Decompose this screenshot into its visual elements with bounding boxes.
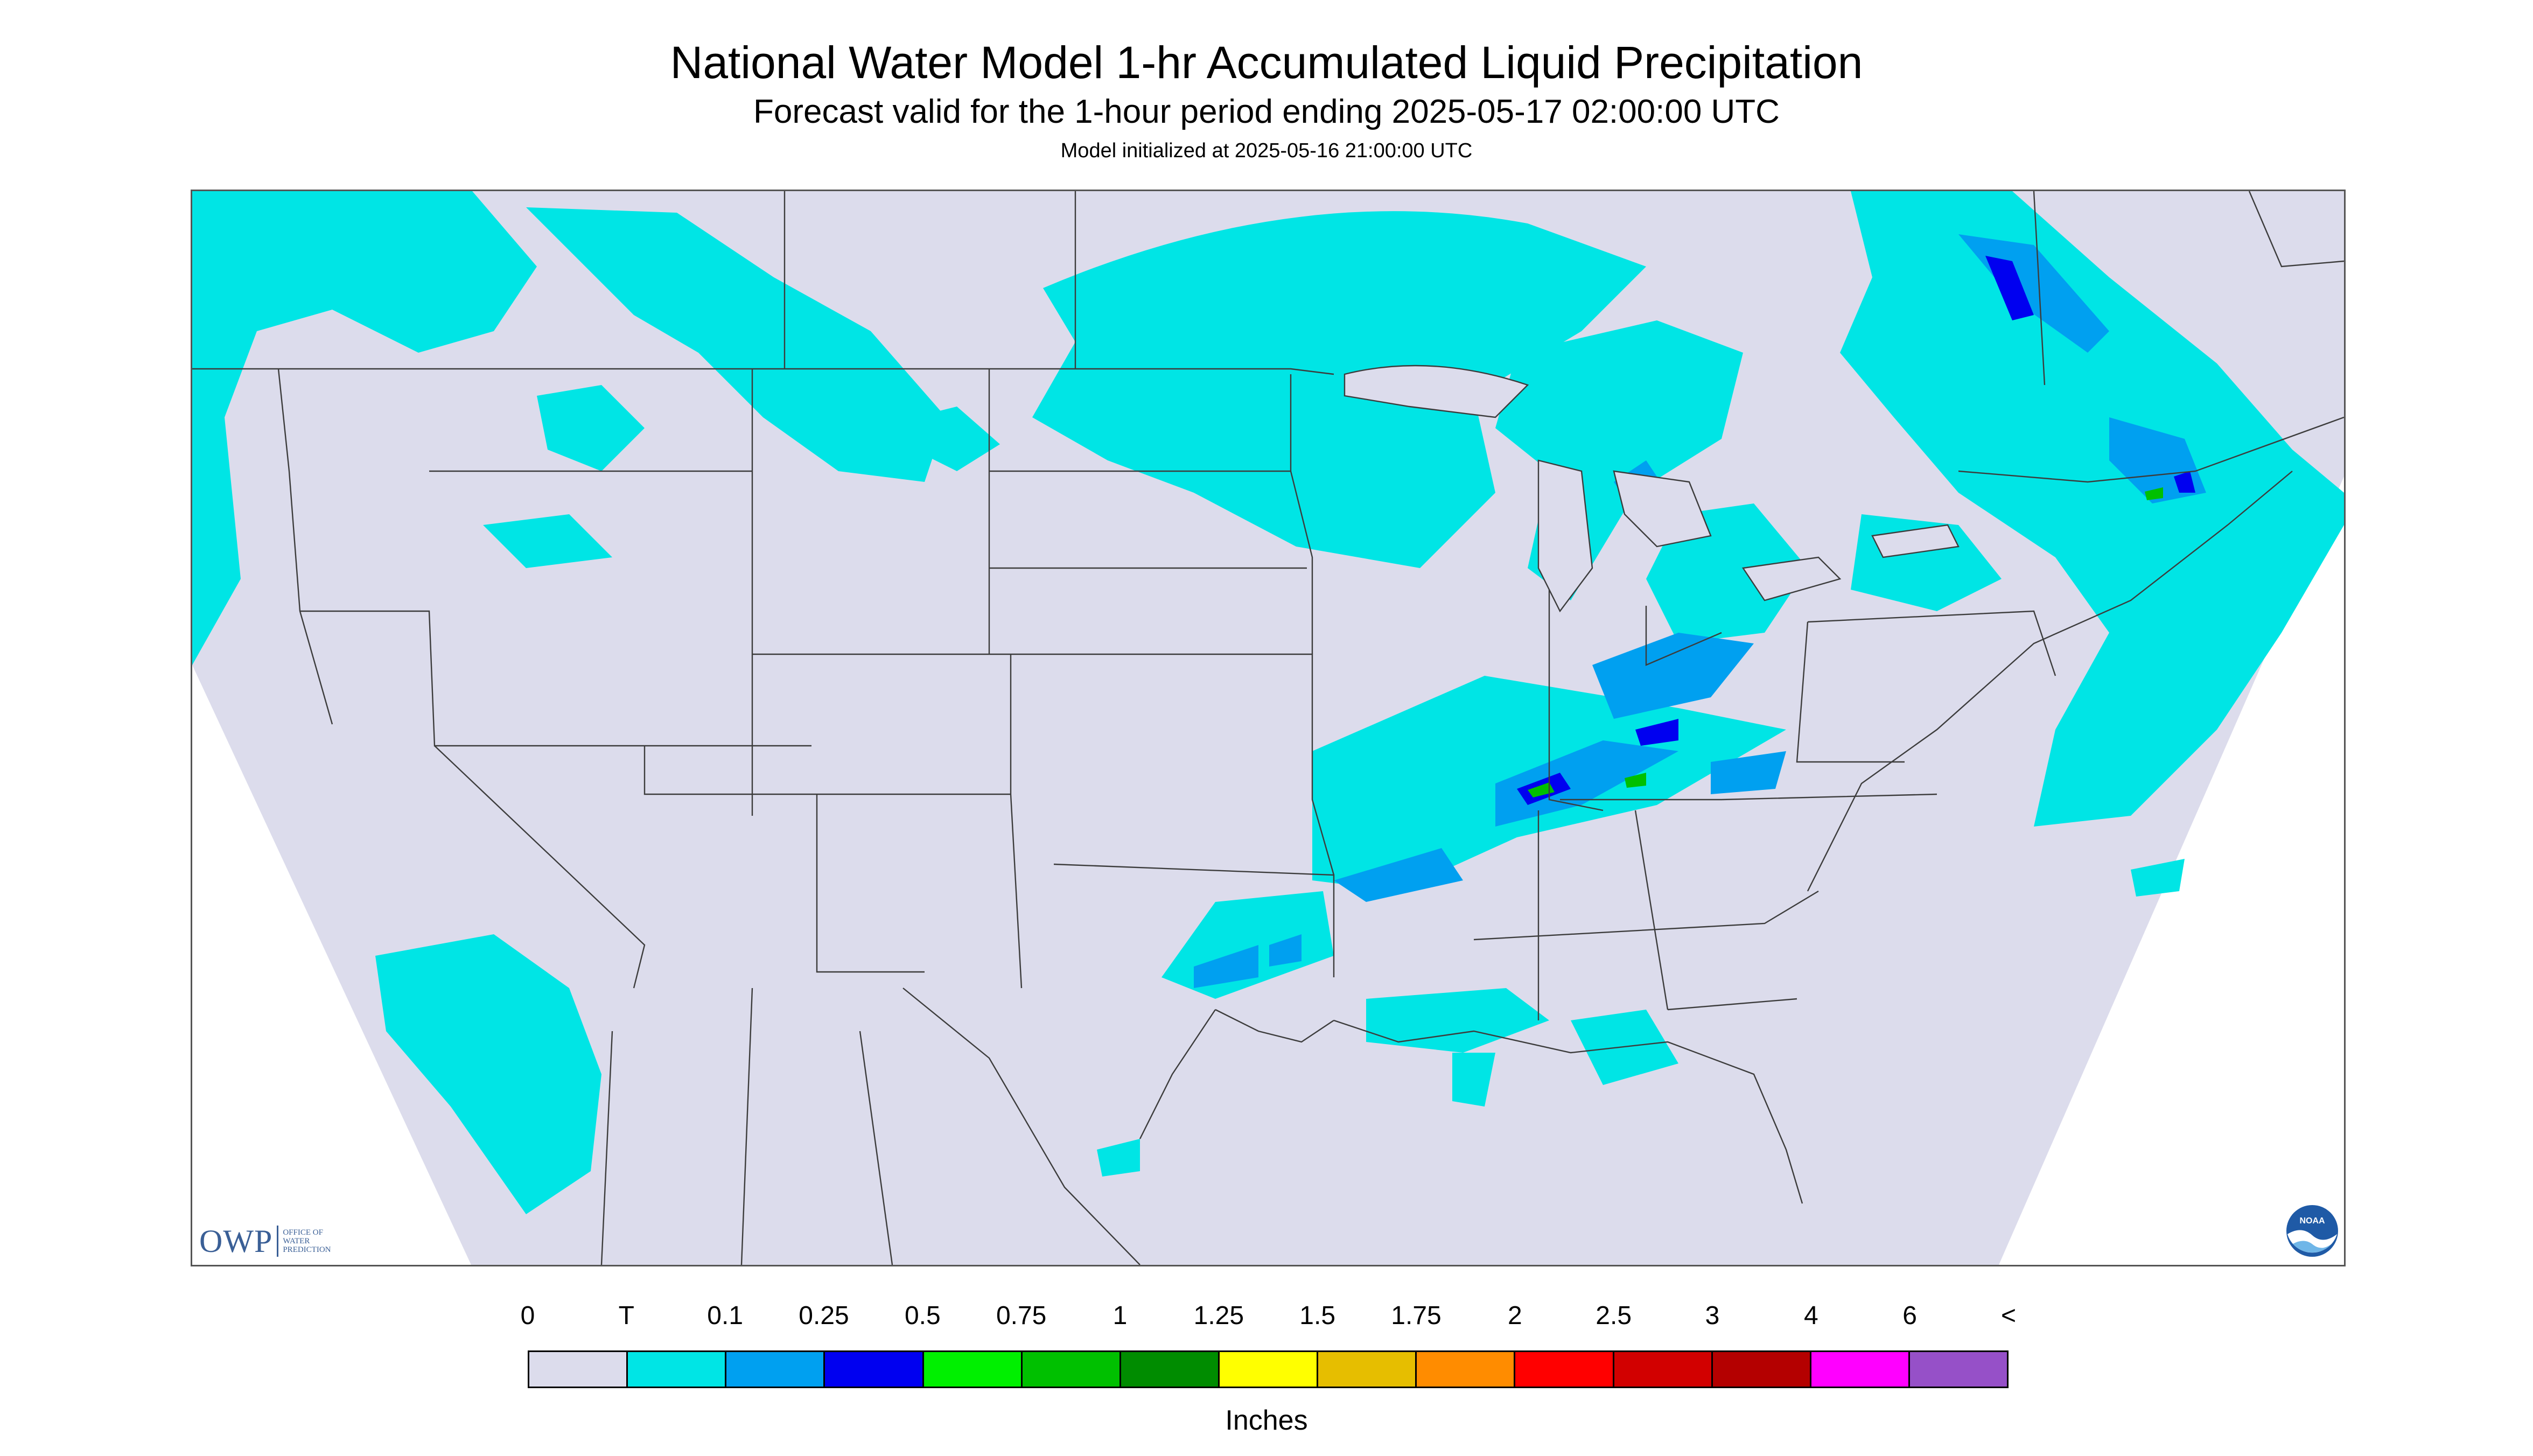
precip-heavy-areas — [1528, 487, 2163, 797]
legend-swatch — [1022, 1352, 1121, 1387]
legend-tick-labels: 0 T 0.1 0.25 0.5 0.75 1 1.25 1.5 1.75 2 2.5 3 4 6 < — [0, 1300, 2533, 1338]
legend-tick-label: 0.25 — [799, 1301, 849, 1330]
legend-swatch — [1909, 1352, 2007, 1387]
legend-tick-label: 0.1 — [707, 1301, 744, 1330]
map-title: National Water Model 1-hr Accumulated Li… — [670, 37, 1863, 88]
owp-mark: OWP — [199, 1223, 273, 1259]
legend-swatch — [628, 1352, 727, 1387]
legend-colorbar — [528, 1350, 2009, 1388]
map-subtitle: Forecast valid for the 1-hour period end… — [753, 93, 1780, 130]
legend-swatch — [1515, 1352, 1614, 1387]
owp-divider — [277, 1226, 279, 1257]
legend-tick-label: < — [2000, 1301, 2017, 1330]
legend-swatch — [1712, 1352, 1811, 1387]
legend-tick-label: T — [618, 1301, 634, 1330]
legend-swatch — [1121, 1352, 1220, 1387]
noaa-logo-icon: NOAA — [2286, 1205, 2338, 1257]
legend-tick-label: 2 — [1507, 1301, 1522, 1330]
legend-swatch — [1614, 1352, 1713, 1387]
model-init-time: Model initialized at 2025-05-16 21:00:00… — [1060, 139, 1473, 162]
owp-text-line: OFFICE OF — [283, 1228, 323, 1237]
legend-swatch — [1219, 1352, 1319, 1387]
legend-tick-label: 1 — [1112, 1301, 1128, 1330]
legend-tick-label: 1.5 — [1299, 1301, 1336, 1330]
legend-units: Inches — [1225, 1405, 1308, 1436]
legend-tick-label: 1.25 — [1193, 1301, 1244, 1330]
legend-tick-label: 0 — [520, 1301, 535, 1330]
owp-text-line: WATER — [283, 1237, 310, 1245]
legend-swatch — [529, 1352, 628, 1387]
great-lakes — [1344, 365, 1960, 613]
noaa-text: NOAA — [2299, 1216, 2325, 1226]
political-borders — [192, 191, 2344, 1265]
legend-swatch — [1318, 1352, 1417, 1387]
owp-text-line: PREDICTION — [283, 1245, 331, 1254]
model-domain — [192, 191, 2344, 1265]
map-canvas — [192, 191, 2344, 1265]
legend-tick-label: 0.75 — [996, 1301, 1047, 1330]
owp-logo: OWP OFFICE OF WATER PREDICTION — [199, 1222, 331, 1260]
precipitation-map[interactable] — [191, 190, 2346, 1266]
legend-swatch — [1811, 1352, 1910, 1387]
legend-tick-label: 4 — [1803, 1301, 1818, 1330]
legend-swatch — [726, 1352, 825, 1387]
coastlines — [1139, 471, 2293, 1204]
legend-tick-label: 0.5 — [904, 1301, 941, 1330]
owp-text: OFFICE OF WATER PREDICTION — [283, 1228, 331, 1254]
legend-swatch — [1417, 1352, 1516, 1387]
legend-tick-label: 2.5 — [1596, 1301, 1632, 1330]
legend-tick-label: 3 — [1705, 1301, 1720, 1330]
legend-swatch — [825, 1352, 924, 1387]
legend-tick-label: 6 — [1902, 1301, 1918, 1330]
legend-swatch — [923, 1352, 1023, 1387]
legend-tick-label: 1.75 — [1391, 1301, 1442, 1330]
